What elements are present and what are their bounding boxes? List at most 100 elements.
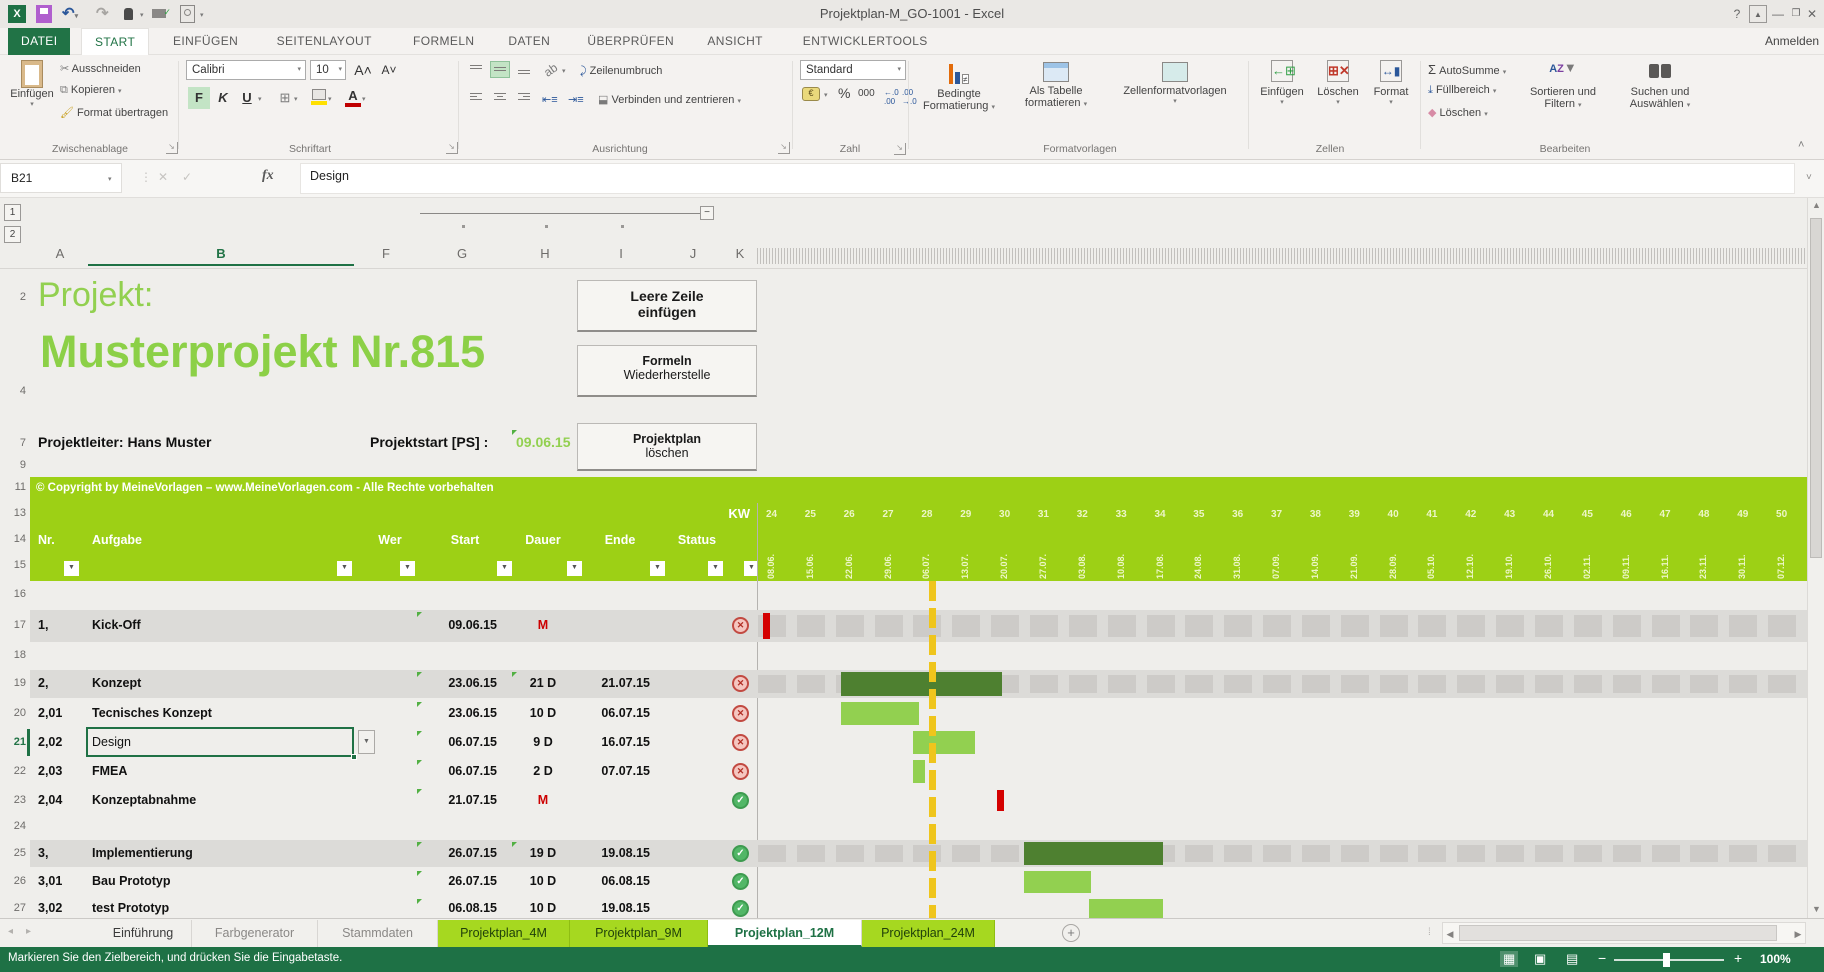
status-icon-red[interactable]: ✕ bbox=[732, 733, 749, 751]
outline-level-1-button[interactable]: 1 bbox=[4, 204, 21, 221]
borders-icon[interactable]: ⊞ bbox=[279, 90, 291, 105]
week-column-49[interactable] bbox=[1728, 505, 1758, 579]
grow-font-button[interactable]: A˄ bbox=[354, 62, 372, 78]
print-preview-icon[interactable]: ✓ bbox=[152, 5, 171, 23]
status-icon-green[interactable]: ✓ bbox=[732, 844, 749, 862]
status-icon-red[interactable]: ✕ bbox=[732, 704, 749, 722]
week-column-43[interactable] bbox=[1495, 505, 1525, 579]
merge-center-button[interactable]: ⬓ Verbinden und zentrieren ▾ bbox=[598, 94, 741, 106]
align-left-icon[interactable] bbox=[466, 89, 486, 106]
week-column-37[interactable] bbox=[1262, 505, 1292, 579]
status-icon-green[interactable]: ✓ bbox=[732, 873, 749, 890]
wrap-text-button[interactable]: ⤸ Zeilenumbruch bbox=[580, 65, 663, 77]
project-start-value[interactable]: 09.06.15 bbox=[516, 434, 571, 450]
touch-mode-icon[interactable] bbox=[124, 5, 137, 23]
align-center-icon[interactable] bbox=[490, 89, 510, 106]
fill-color-icon[interactable] bbox=[308, 87, 330, 109]
row-header-19[interactable]: 19 bbox=[13, 677, 26, 689]
cell-styles-button[interactable]: Zellenformatvorlagen ▾ bbox=[1104, 60, 1246, 105]
week-column-36[interactable] bbox=[1223, 505, 1253, 579]
macro-button-Wiederherstelle[interactable]: Formeln Wiederherstelle bbox=[577, 345, 757, 397]
filter-dropdown-icon[interactable]: ▼ bbox=[708, 561, 723, 576]
sign-in-link[interactable]: Anmelden bbox=[1765, 34, 1820, 48]
filter-dropdown-icon[interactable]: ▼ bbox=[744, 561, 759, 576]
font-family-select[interactable]: Calibri ▾ bbox=[186, 60, 306, 80]
orientation-icon[interactable]: ab bbox=[541, 60, 561, 80]
scroll-down-icon[interactable]: ▼ bbox=[1812, 904, 1821, 914]
week-column-29[interactable] bbox=[951, 505, 981, 579]
ribbon-tab-seitenlayout[interactable]: SEITENLAYOUT bbox=[276, 34, 372, 48]
row-header-20[interactable]: 20 bbox=[13, 706, 26, 719]
new-sheet-icon[interactable]: + bbox=[1062, 924, 1080, 942]
zoom-out-icon[interactable]: − bbox=[1598, 950, 1607, 966]
shrink-font-button[interactable]: A˅ bbox=[381, 63, 397, 77]
row-header-27[interactable]: 27 bbox=[13, 902, 26, 914]
cut-button[interactable]: ✂ Ausschneiden bbox=[60, 63, 141, 75]
decrease-indent-icon[interactable]: ⇤≡ bbox=[542, 94, 558, 106]
column-header-G[interactable]: G bbox=[456, 246, 468, 261]
horizontal-scrollbar[interactable]: ◀ ▶ bbox=[1442, 922, 1806, 944]
week-column-24[interactable] bbox=[757, 505, 786, 579]
filter-dropdown-icon[interactable]: ▼ bbox=[497, 561, 512, 576]
minimize-icon[interactable]: — bbox=[1772, 7, 1784, 21]
ribbon-tab-datei[interactable]: DATEI bbox=[8, 28, 71, 55]
filter-dropdown-icon[interactable]: ▼ bbox=[567, 561, 582, 576]
week-column-31[interactable] bbox=[1028, 505, 1058, 579]
row-header-18[interactable]: 18 bbox=[13, 649, 26, 661]
column-header-H[interactable]: H bbox=[540, 246, 550, 261]
row-header-24[interactable]: 24 bbox=[13, 820, 26, 832]
decrease-decimal-icon[interactable]: .00→.0 bbox=[902, 88, 917, 106]
week-column-42[interactable] bbox=[1456, 505, 1486, 579]
column-header-J[interactable]: J bbox=[689, 246, 697, 261]
week-column-47[interactable] bbox=[1650, 505, 1680, 579]
sheet-tab-Farbgenerator[interactable]: Farbgenerator bbox=[192, 920, 318, 947]
week-column-38[interactable] bbox=[1300, 505, 1330, 579]
row-header-21[interactable]: 21 bbox=[13, 735, 26, 748]
filter-dropdown-icon[interactable]: ▼ bbox=[64, 561, 79, 576]
outline-level-2-button[interactable]: 2 bbox=[4, 226, 21, 243]
zoom-in-icon[interactable]: + bbox=[1734, 950, 1743, 966]
undo-icon[interactable]: ↶▾ bbox=[62, 5, 79, 22]
clipboard-dialog-launcher-icon[interactable]: ↘ bbox=[166, 142, 178, 154]
week-column-50[interactable] bbox=[1767, 505, 1797, 579]
save-icon[interactable] bbox=[36, 5, 52, 23]
align-bottom-icon[interactable] bbox=[514, 61, 534, 78]
column-header-I[interactable]: I bbox=[619, 246, 623, 261]
week-column-28[interactable] bbox=[912, 505, 942, 579]
row-header-15[interactable]: 15 bbox=[13, 559, 26, 571]
vertical-scrollbar[interactable]: ▲ ▼ bbox=[1807, 198, 1824, 918]
align-middle-icon[interactable] bbox=[490, 61, 510, 78]
fill-button[interactable]: ⤓ Füllbereich ▾ bbox=[1428, 84, 1497, 96]
horizontal-scrollbar-thumb[interactable] bbox=[1459, 925, 1777, 941]
row-header-2[interactable]: 2 bbox=[19, 291, 26, 303]
currency-icon[interactable]: € bbox=[802, 87, 820, 101]
magnifier-icon[interactable] bbox=[180, 5, 195, 23]
magnifier-dropdown-icon[interactable]: ▾ bbox=[200, 12, 204, 19]
row-header-14[interactable]: 14 bbox=[13, 533, 26, 545]
week-column-44[interactable] bbox=[1534, 505, 1563, 579]
week-column-25[interactable] bbox=[795, 505, 825, 579]
copy-button[interactable]: ⧉ Kopieren ▾ bbox=[60, 84, 122, 96]
name-box[interactable]: B21 bbox=[0, 163, 122, 193]
fill-handle[interactable] bbox=[351, 754, 357, 760]
italic-button[interactable]: K bbox=[218, 90, 228, 105]
number-format-select[interactable]: Standard ▾ bbox=[800, 60, 906, 80]
week-column-34[interactable] bbox=[1145, 505, 1175, 579]
font-dialog-launcher-icon[interactable]: ↘ bbox=[446, 142, 458, 154]
vertical-scrollbar-thumb[interactable] bbox=[1810, 218, 1822, 558]
week-column-33[interactable] bbox=[1106, 505, 1136, 579]
row-header-22[interactable]: 22 bbox=[13, 764, 26, 777]
status-icon-green[interactable]: ✓ bbox=[732, 791, 749, 809]
ribbon-tab-start[interactable]: START bbox=[81, 28, 150, 55]
week-column-35[interactable] bbox=[1184, 505, 1214, 579]
collapse-ribbon-icon[interactable]: ˄ bbox=[1798, 139, 1805, 151]
ribbon-tab-einfügen[interactable]: EINFÜGEN bbox=[173, 34, 239, 48]
font-size-select[interactable]: 10 ▾ bbox=[310, 60, 346, 80]
format-painter-button[interactable]: 🖌︎ Format übertragen bbox=[60, 107, 169, 119]
tab-scroll-right-icon[interactable]: ▸ bbox=[26, 926, 32, 937]
alignment-dialog-launcher-icon[interactable]: ↘ bbox=[778, 142, 790, 154]
column-header-K[interactable]: K bbox=[735, 246, 745, 261]
expand-formula-bar-icon[interactable]: ˅ bbox=[1806, 172, 1812, 183]
status-icon-green[interactable]: ✓ bbox=[732, 900, 749, 917]
conditional-formatting-button[interactable]: ≠ Bedingte Formatierung ▾ bbox=[912, 60, 1006, 112]
